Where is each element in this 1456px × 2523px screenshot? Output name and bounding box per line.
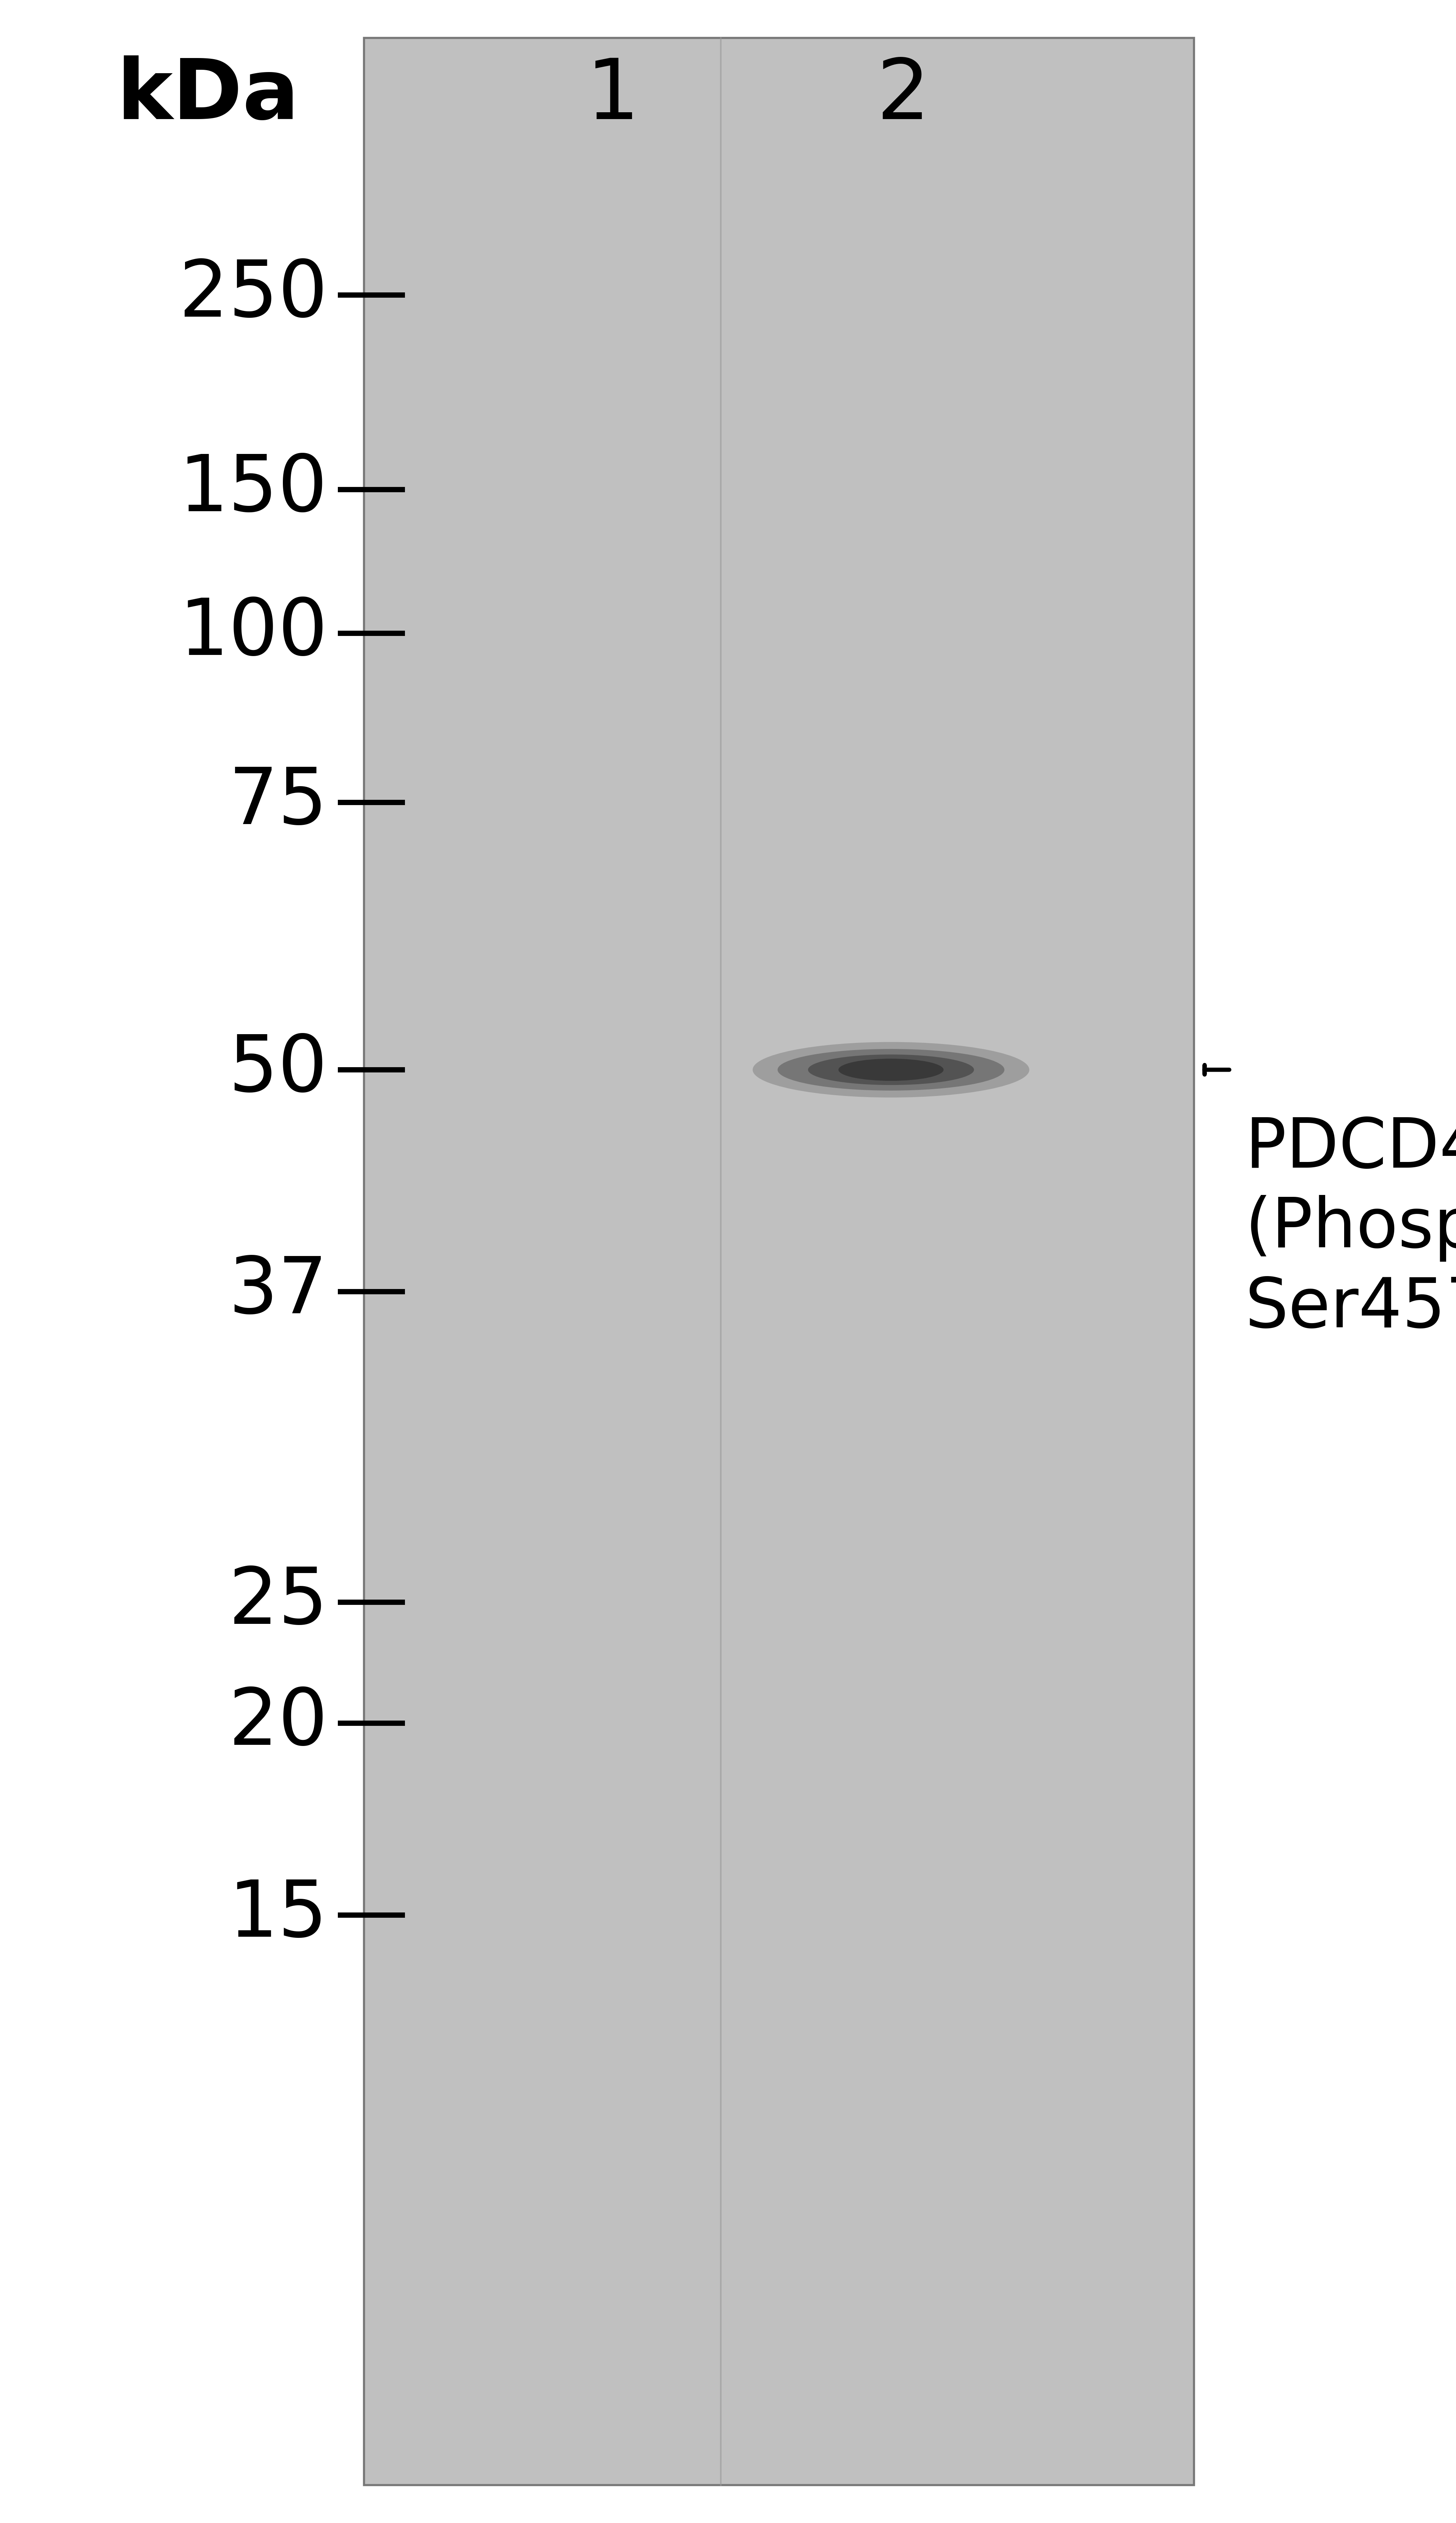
Text: 150: 150 bbox=[179, 452, 328, 527]
Ellipse shape bbox=[753, 1042, 1029, 1098]
Text: 250: 250 bbox=[179, 257, 328, 333]
Text: 20: 20 bbox=[229, 1685, 328, 1761]
Bar bbox=[364, 38, 1194, 2485]
Ellipse shape bbox=[778, 1050, 1005, 1090]
Text: 37: 37 bbox=[229, 1254, 328, 1330]
Text: PDCD4
(Phospho-
Ser457): PDCD4 (Phospho- Ser457) bbox=[1245, 1115, 1456, 1342]
Text: 75: 75 bbox=[229, 764, 328, 840]
Ellipse shape bbox=[808, 1055, 974, 1085]
Text: kDa: kDa bbox=[116, 56, 300, 136]
Ellipse shape bbox=[839, 1060, 943, 1080]
Text: 25: 25 bbox=[229, 1564, 328, 1640]
Text: 50: 50 bbox=[229, 1032, 328, 1108]
Text: 1: 1 bbox=[587, 56, 639, 136]
Text: 100: 100 bbox=[179, 595, 328, 671]
Text: 15: 15 bbox=[229, 1877, 328, 1953]
Text: 2: 2 bbox=[877, 56, 930, 136]
